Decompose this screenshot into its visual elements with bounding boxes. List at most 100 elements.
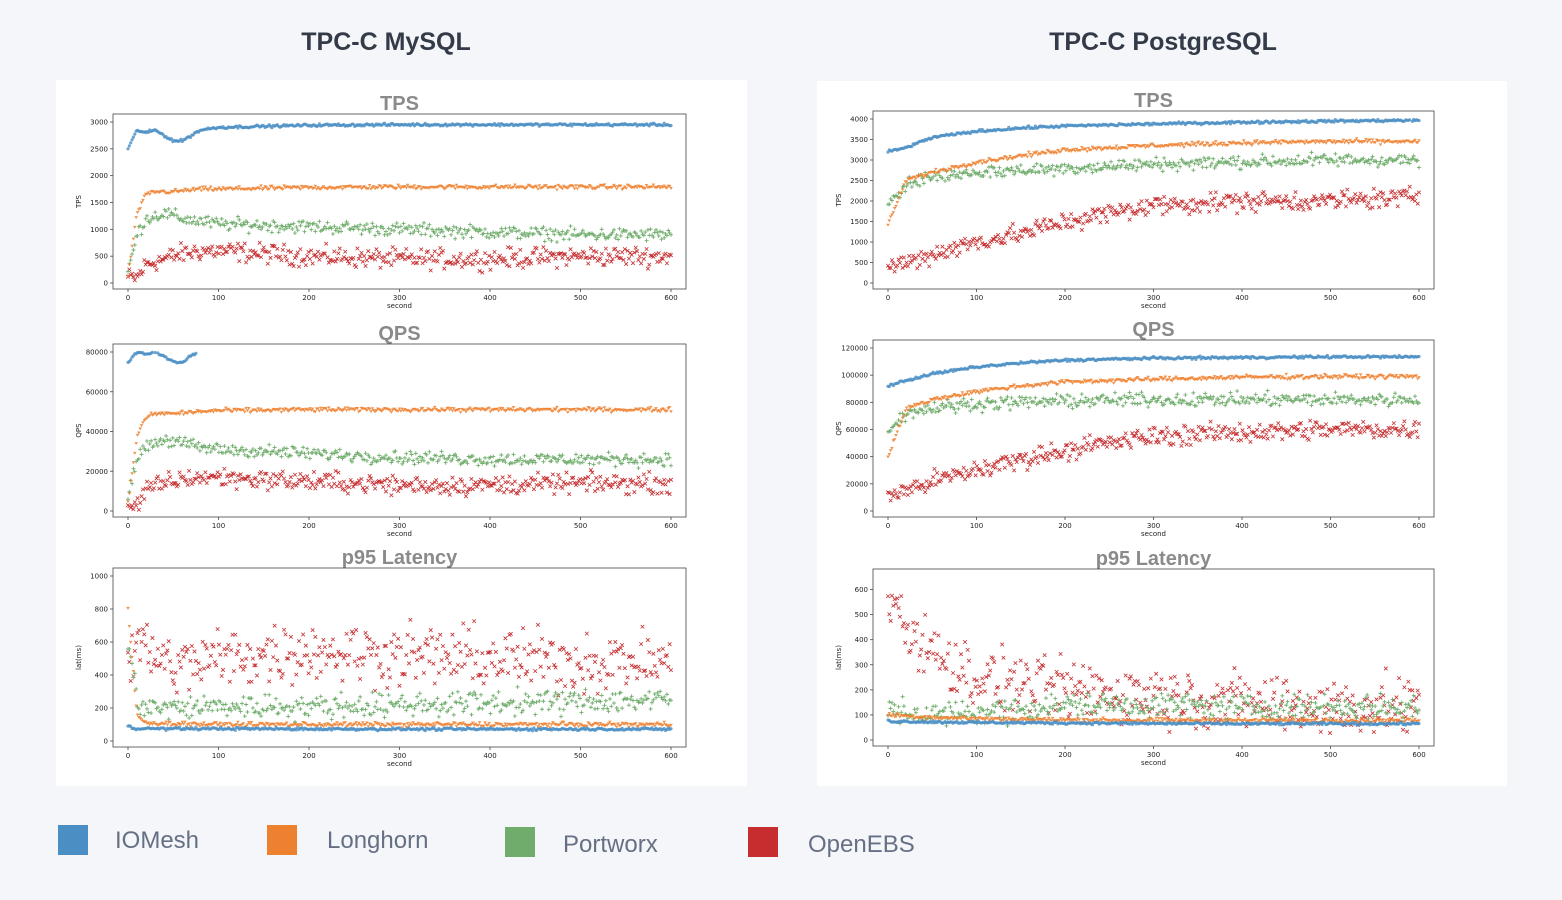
- data-point: [196, 440, 201, 445]
- data-point: [533, 668, 538, 674]
- data-point: [603, 698, 608, 703]
- data-point: [436, 482, 441, 487]
- data-point: [598, 678, 603, 683]
- data-point: [340, 678, 345, 683]
- data-point: [128, 255, 133, 259]
- data-point: [518, 236, 523, 241]
- data-point: [622, 247, 627, 252]
- data-point: [298, 247, 303, 252]
- data-point: [347, 485, 352, 490]
- data-point: [421, 702, 426, 707]
- data-point: [275, 482, 280, 487]
- data-point: [383, 229, 388, 234]
- data-point: [435, 233, 440, 238]
- data-point: [546, 665, 551, 670]
- data-point: [1305, 201, 1310, 207]
- data-point: [434, 478, 439, 483]
- data-point: [341, 255, 346, 260]
- data-point: [463, 643, 469, 648]
- data-point: [417, 480, 422, 485]
- data-point: [356, 227, 361, 232]
- data-point: [211, 474, 216, 479]
- data-point: [538, 481, 543, 486]
- data-point: [347, 261, 352, 266]
- data-point: [489, 660, 494, 665]
- data-point: [491, 454, 496, 459]
- data-point: [317, 409, 322, 413]
- data-point: [453, 236, 458, 241]
- data-point: [420, 484, 425, 489]
- data-point: [229, 473, 234, 478]
- data-point: [269, 638, 274, 643]
- data-point: [640, 624, 645, 629]
- data-point: [249, 679, 254, 684]
- data-point: [211, 644, 216, 649]
- data-point: [302, 257, 307, 262]
- data-point: [500, 669, 505, 674]
- data-point: [609, 704, 614, 709]
- data-point: [587, 461, 592, 466]
- data-point: [322, 224, 327, 229]
- data-point: [344, 631, 349, 636]
- data-point: [1078, 215, 1083, 220]
- data-point: [322, 251, 327, 256]
- data-point: [314, 675, 319, 680]
- data-point: [315, 249, 321, 254]
- data-point: [190, 188, 194, 192]
- data-point: [511, 405, 516, 409]
- data-point: [421, 486, 427, 491]
- data-point: [351, 709, 356, 714]
- data-point: [328, 257, 333, 262]
- mysql-p95-latency-series-openebs: [125, 617, 674, 698]
- mysql-qps-xtick-label: 600: [664, 522, 677, 530]
- data-point: [265, 637, 270, 642]
- data-point: [582, 481, 587, 486]
- mysql-qps-xtick-label: 300: [393, 522, 406, 530]
- data-point: [510, 255, 515, 260]
- data-point: [628, 250, 633, 255]
- data-point: [348, 708, 353, 713]
- data-point: [957, 250, 962, 255]
- data-point: [1087, 214, 1092, 219]
- data-point: [282, 242, 287, 247]
- data-point: [400, 255, 405, 260]
- data-point: [491, 641, 496, 646]
- data-point: [489, 460, 494, 465]
- data-point: [132, 225, 137, 229]
- data-point: [173, 670, 178, 675]
- data-point: [273, 254, 279, 259]
- data-point: [1233, 192, 1238, 197]
- data-point: [489, 698, 494, 703]
- data-point: [387, 675, 393, 680]
- data-point: [976, 246, 981, 251]
- data-point: [254, 484, 260, 489]
- data-point: [429, 253, 435, 258]
- data-point: [135, 233, 140, 238]
- data-point: [396, 183, 400, 187]
- data-point: [218, 444, 223, 449]
- data-point: [166, 445, 171, 450]
- data-point: [954, 253, 960, 259]
- data-point: [415, 694, 420, 699]
- data-point: [358, 222, 363, 227]
- data-point: [161, 479, 166, 484]
- data-point: [214, 250, 219, 255]
- data-point: [317, 477, 322, 482]
- data-point: [363, 263, 368, 269]
- data-point: [256, 480, 261, 485]
- data-point: [434, 646, 439, 651]
- data-point: [271, 186, 276, 190]
- data-point: [187, 687, 192, 692]
- data-point: [177, 470, 182, 475]
- data-point: [492, 481, 497, 486]
- data-point: [404, 708, 409, 713]
- data-point: [145, 439, 150, 444]
- data-point: [651, 183, 656, 187]
- data-point: [253, 475, 258, 480]
- data-point: [417, 255, 422, 261]
- data-point: [144, 260, 150, 265]
- data-point: [192, 189, 197, 193]
- data-point: [189, 255, 194, 260]
- data-point: [287, 262, 292, 267]
- data-point: [290, 485, 295, 490]
